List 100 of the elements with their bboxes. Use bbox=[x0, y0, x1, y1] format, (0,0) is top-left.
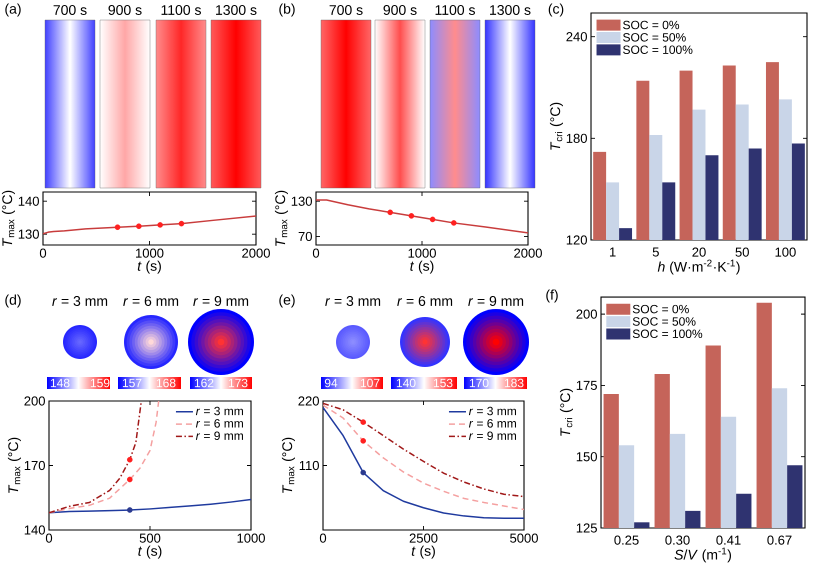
x-axis-title: t (s) bbox=[412, 546, 435, 559]
text: 153 bbox=[434, 378, 452, 388]
x-tick-label: 1 bbox=[610, 248, 616, 256]
text: r = 6 mm bbox=[397, 296, 452, 306]
text: 1100 s bbox=[436, 5, 475, 15]
text: 159 bbox=[90, 378, 110, 388]
text: 183 bbox=[504, 378, 524, 388]
point bbox=[127, 476, 133, 482]
legend-label: SOC = 100% bbox=[623, 45, 692, 54]
x-tick-label: 0.30 bbox=[665, 536, 690, 545]
x-tick-label: 0 bbox=[46, 534, 52, 543]
line-series bbox=[316, 199, 528, 234]
point bbox=[408, 213, 414, 219]
x-tick-label: 50 bbox=[735, 248, 749, 257]
x-tick-label: 5000 bbox=[510, 534, 538, 543]
text: (f) bbox=[546, 289, 558, 303]
x-axis-title: S/V (m$^{-1}$) bbox=[674, 548, 732, 562]
text: 900 s bbox=[108, 5, 142, 15]
point bbox=[360, 470, 366, 476]
x-tick-label: 0 bbox=[312, 248, 320, 258]
text: 107 bbox=[360, 378, 380, 388]
text: r = 3 mm bbox=[325, 296, 380, 306]
line-series bbox=[43, 215, 256, 235]
text: (c) bbox=[548, 3, 564, 17]
x-tick-label: 2000 bbox=[242, 248, 270, 258]
legend-label: r = 6 mm bbox=[196, 419, 243, 428]
y-tick-label: 240 bbox=[566, 32, 587, 42]
legend-label: r = 9 mm bbox=[468, 432, 516, 440]
y-tick-label: 150 bbox=[576, 452, 597, 462]
text: 700 s bbox=[54, 5, 87, 15]
x-tick-label: 20 bbox=[692, 248, 706, 257]
x-tick-label: 0.41 bbox=[716, 536, 741, 545]
y-tick-label: 120 bbox=[566, 235, 587, 245]
y-tick-label: 130 bbox=[18, 230, 39, 239]
x-axis-title: t (s) bbox=[410, 260, 434, 274]
text: (a) bbox=[5, 3, 21, 17]
x-tick-label: 0 bbox=[40, 248, 46, 258]
line-series bbox=[49, 401, 142, 514]
point bbox=[451, 220, 457, 226]
y-axis-title: T$_{max}$ (°C) bbox=[2, 190, 15, 246]
text: 140 bbox=[396, 378, 416, 388]
legend-label: r = 3 mm bbox=[196, 406, 243, 416]
y-tick-label: 170 bbox=[24, 460, 45, 470]
x-tick-label: 0.25 bbox=[614, 536, 639, 545]
y-axis-title: T$_{max}$ (°C) bbox=[8, 438, 21, 493]
y-tick-label: 125 bbox=[576, 523, 597, 533]
x-tick-label: 2000 bbox=[514, 248, 542, 258]
text: 173 bbox=[228, 378, 248, 388]
text: (b) bbox=[279, 3, 295, 17]
legend-label: SOC = 50% bbox=[632, 317, 696, 326]
y-tick-label: 130 bbox=[292, 196, 312, 206]
y-axis-title: T$_{max}$ (°C) bbox=[282, 438, 295, 493]
x-tick-label: 100 bbox=[776, 248, 796, 257]
x-tick-label: 500 bbox=[140, 534, 160, 543]
point bbox=[387, 210, 394, 216]
y-tick-label: 180 bbox=[566, 134, 587, 143]
text: (d) bbox=[5, 294, 21, 308]
y-tick-label: 175 bbox=[576, 380, 597, 390]
x-axis-title: t (s) bbox=[138, 546, 162, 559]
legend-label: SOC = 0% bbox=[632, 304, 689, 314]
y-axis-title: T$_{cri}$ (°C) bbox=[560, 388, 573, 436]
x-tick-label: 0.67 bbox=[767, 536, 792, 545]
text: 900 s bbox=[384, 5, 417, 15]
text: 148 bbox=[50, 378, 70, 388]
y-tick-label: 140 bbox=[18, 196, 39, 206]
line-series bbox=[49, 498, 252, 514]
point bbox=[360, 438, 366, 444]
point bbox=[127, 507, 133, 513]
text: r = 9 mm bbox=[468, 296, 524, 306]
point bbox=[360, 419, 366, 425]
x-axis-title: h (W·m$^{-2}$·K$^{-1}$) bbox=[658, 260, 740, 275]
x-tick-label: 1000 bbox=[238, 534, 265, 543]
x-tick-label: 5 bbox=[652, 248, 659, 257]
legend-label: r = 9 mm bbox=[196, 432, 243, 440]
text: 94 bbox=[324, 378, 338, 388]
y-tick-label: 140 bbox=[24, 525, 45, 535]
text: r = 9 mm bbox=[193, 296, 248, 306]
x-tick-label: 2500 bbox=[410, 534, 438, 543]
text: 1300 s bbox=[216, 5, 256, 15]
x-tick-label: 0 bbox=[320, 534, 326, 543]
y-axis-title: T$_{max}$ (°C) bbox=[274, 190, 288, 246]
text: 700 s bbox=[330, 5, 363, 15]
text: 1300 s bbox=[490, 5, 531, 15]
y-tick-label: 110 bbox=[300, 460, 319, 470]
text: 162 bbox=[194, 378, 214, 388]
y-axis-title: T$_{cri}$ (°C) bbox=[550, 102, 563, 150]
x-tick-label: 1000 bbox=[136, 248, 164, 258]
legend-label: SOC = 50% bbox=[623, 33, 686, 42]
y-tick-label: 200 bbox=[576, 310, 597, 319]
text: 1100 s bbox=[162, 5, 201, 15]
text: r = 3 mm bbox=[52, 296, 108, 306]
y-tick-label: 200 bbox=[24, 396, 45, 406]
legend-label: SOC = 0% bbox=[623, 20, 680, 30]
point bbox=[127, 456, 133, 462]
y-tick-label: 70 bbox=[298, 232, 312, 242]
text: r = 6 mm bbox=[123, 296, 178, 306]
y-tick-label: 220 bbox=[298, 396, 319, 406]
x-tick-label: 1000 bbox=[408, 248, 436, 258]
x-axis-title: t (s) bbox=[138, 260, 161, 274]
legend-label: r = 6 mm bbox=[468, 419, 516, 428]
